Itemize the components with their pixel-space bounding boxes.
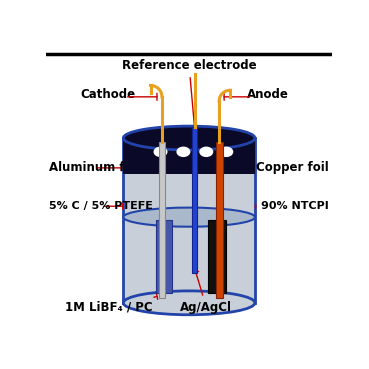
Text: 1M LiBF₄ / PC: 1M LiBF₄ / PC [65,294,158,314]
Bar [208,220,226,293]
Text: 5% C / 5% PTEFE: 5% C / 5% PTEFE [49,201,153,211]
Bar [215,142,223,298]
Ellipse shape [154,147,167,156]
Text: Reference electrode: Reference electrode [122,59,256,128]
Bar [156,220,172,293]
Text: Cathode: Cathode [80,87,135,100]
Bar [159,142,165,298]
FancyBboxPatch shape [123,138,255,174]
Text: 90% NTCPI: 90% NTCPI [255,201,329,211]
Text: Ag/AgCl: Ag/AgCl [180,272,232,314]
Ellipse shape [123,291,255,315]
Ellipse shape [123,208,255,227]
Ellipse shape [220,147,232,156]
Text: Aluminum foil: Aluminum foil [49,161,141,175]
FancyBboxPatch shape [123,138,255,303]
Text: Copper foil: Copper foil [254,161,329,175]
Text: Anode: Anode [247,87,289,100]
Bar [192,127,197,273]
Ellipse shape [177,147,190,156]
Ellipse shape [200,147,213,156]
Ellipse shape [123,126,255,150]
